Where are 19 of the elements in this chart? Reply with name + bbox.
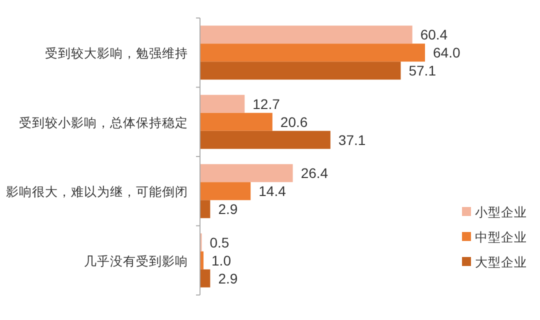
data-label: 57.1 bbox=[408, 62, 436, 79]
data-label: 37.1 bbox=[338, 132, 366, 148]
data-label: 64.0 bbox=[433, 44, 460, 61]
data-label: 20.6 bbox=[280, 114, 308, 130]
y-tick-label: 受到较大影响，勉强维持 bbox=[45, 46, 188, 61]
legend-label: 大型企业 bbox=[475, 256, 527, 270]
legend-label: 小型企业 bbox=[475, 206, 527, 220]
data-label: 12.7 bbox=[252, 96, 280, 112]
y-tick-label: 几乎没有受到影响 bbox=[84, 254, 188, 268]
data-label: 2.9 bbox=[218, 270, 238, 286]
legend-label: 中型企业 bbox=[475, 230, 527, 244]
data-label: 1.0 bbox=[212, 252, 232, 268]
data-label: 2.9 bbox=[218, 201, 238, 218]
data-label: 26.4 bbox=[300, 165, 328, 182]
y-tick-label: 影响很大，难以为继，可能倒闭 bbox=[6, 185, 188, 200]
data-label: 0.5 bbox=[210, 234, 230, 250]
data-label: 60.4 bbox=[420, 26, 448, 43]
y-tick-label: 受到较小影响，总体保持稳定 bbox=[19, 116, 188, 130]
data-label: 14.4 bbox=[258, 183, 286, 200]
